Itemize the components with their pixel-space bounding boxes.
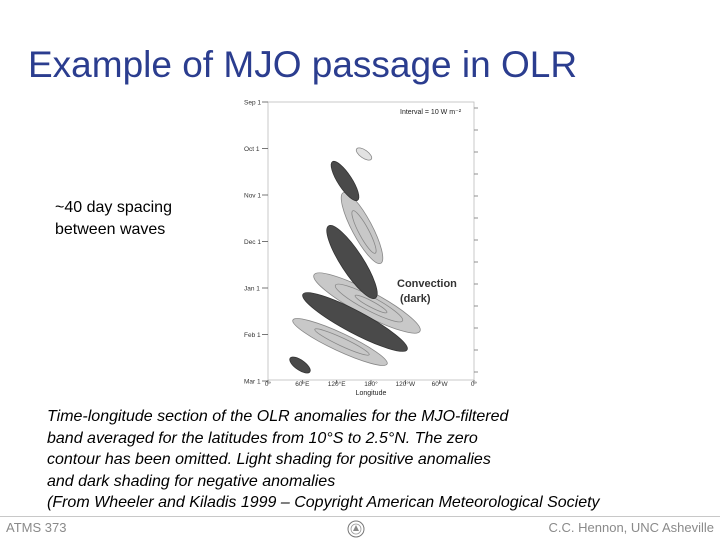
negative-anomaly-band xyxy=(330,160,360,202)
caption-line: Time-longitude section of the OLR anomal… xyxy=(47,408,509,425)
time-axis: Sep 1 Oct 1 Nov 1 Dec 1 Jan 1 Feb 1 Mar 1 xyxy=(244,100,268,386)
lon-tick-label: 60°E xyxy=(295,380,310,388)
positive-anomaly-contour xyxy=(314,328,370,356)
caption-line: and dark shading for negative anomalies xyxy=(47,472,336,490)
author-label: C.C. Hennon, UNC Asheville xyxy=(548,520,714,535)
wave-spacing-note: ~40 day spacing between waves xyxy=(55,197,172,241)
negative-anomaly-band xyxy=(302,292,408,352)
note-line: ~40 day spacing xyxy=(55,199,172,216)
negative-anomaly-band xyxy=(289,356,311,374)
positive-anomaly-band xyxy=(292,318,388,366)
positive-anomaly-band xyxy=(355,147,373,161)
lon-tick-label: 0° xyxy=(471,380,478,388)
positive-anomaly-contour xyxy=(351,210,377,254)
interval-label: Interval = 10 W m⁻² xyxy=(400,109,462,116)
lon-tick-label: 60°W xyxy=(432,380,449,388)
time-tick-label: Nov 1 xyxy=(244,193,261,200)
olr-hovmoller-figure: Sep 1 Oct 1 Nov 1 Dec 1 Jan 1 Feb 1 Mar 1 0° 60… xyxy=(244,100,478,397)
negative-anomaly-band xyxy=(326,225,378,299)
slide-footer: ATMS 373 C.C. Hennon, UNC Asheville xyxy=(0,516,720,541)
note-line: between waves xyxy=(55,221,166,238)
right-axis-ticks xyxy=(474,107,478,373)
lon-tick-label: 120°E xyxy=(328,380,346,388)
time-tick-label: Sep 1 xyxy=(244,100,261,107)
lon-tick-label: 180° xyxy=(364,380,378,388)
convection-label-dark: (dark) xyxy=(400,293,431,305)
time-tick-label: Mar 1 xyxy=(244,379,261,386)
time-tick-label: Oct 1 xyxy=(244,146,260,153)
positive-anomaly-contour xyxy=(354,294,388,314)
figure-caption: Time-longitude section of the OLR anomal… xyxy=(47,406,600,514)
course-label: ATMS 373 xyxy=(6,520,67,535)
slide-title: Example of MJO passage in OLR xyxy=(28,44,578,85)
lon-tick-label: 120°W xyxy=(396,380,416,388)
time-tick-label: Jan 1 xyxy=(244,286,260,293)
lon-tick-label: 0° xyxy=(265,380,272,388)
time-tick-label: Feb 1 xyxy=(244,332,261,339)
caption-line: band averaged for the latitudes from 10°… xyxy=(47,429,478,447)
anomaly-bands xyxy=(289,147,421,374)
x-axis-title: Longitude xyxy=(356,390,387,397)
positive-anomaly-band xyxy=(340,191,384,265)
seal-icon xyxy=(347,520,365,538)
convection-label: Convection xyxy=(397,278,457,290)
longitude-axis: 0° 60°E 120°E 180° 120°W 60°W 0° xyxy=(265,380,478,388)
caption-line: contour has been omitted. Light shading … xyxy=(47,451,491,468)
caption-line: (From Wheeler and Kiladis 1999 – Copyrig… xyxy=(47,494,600,511)
time-tick-label: Dec 1 xyxy=(244,239,261,246)
